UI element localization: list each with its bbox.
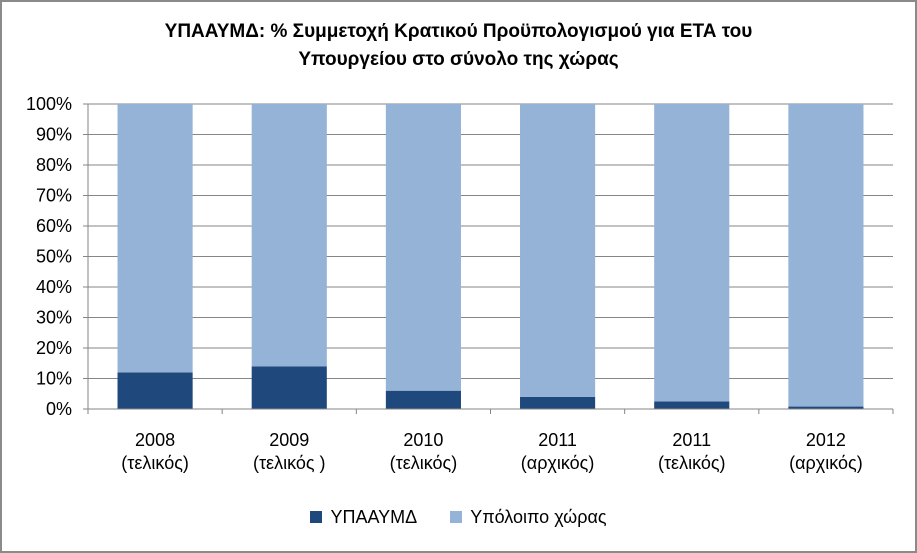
bar-series-1 (520, 104, 596, 397)
legend-swatch-series-0 (310, 511, 323, 524)
x-tick-label: 2011 (672, 430, 711, 450)
bar-series-0 (251, 366, 327, 409)
x-tick-label: (αρχικός) (789, 453, 863, 473)
x-tick-label: 2012 (806, 430, 846, 450)
x-tick-label: 2008 (135, 430, 175, 450)
y-tick-label: 0% (46, 399, 72, 419)
x-tick-label: (τελικός) (658, 453, 726, 473)
y-tick-label: 60% (36, 216, 72, 236)
y-tick-label: 70% (36, 186, 72, 206)
legend-swatch-series-1 (450, 511, 463, 524)
legend-item-series-0: ΥΠΑΑΥΜΔ (310, 507, 417, 528)
bar-series-0 (788, 406, 864, 409)
bar-series-1 (117, 104, 193, 373)
bar-series-0 (117, 372, 193, 409)
chart-title: ΥΠΑΑΥΜΔ: % Συμμετοχή Κρατικού Προϋπολογι… (0, 18, 917, 74)
x-tick-label: 2011 (538, 430, 577, 450)
bar-series-1 (654, 104, 730, 402)
bar-series-1 (385, 104, 461, 391)
legend: ΥΠΑΑΥΜΔ Υπόλοιπο χώρας (0, 507, 917, 528)
chart-title-line-2: Υπουργείου στο σύνολο της χώρας (298, 49, 619, 70)
y-tick-label: 30% (36, 308, 72, 328)
bar-series-1 (251, 104, 327, 367)
y-tick-label: 20% (36, 338, 72, 358)
x-tick-label: (αρχικός) (521, 453, 595, 473)
x-tick-label: 2009 (269, 430, 309, 450)
y-tick-label: 90% (36, 125, 72, 145)
y-tick-label: 40% (36, 277, 72, 297)
x-tick-label: (τελικός) (390, 453, 458, 473)
legend-label-series-1: Υπόλοιπο χώρας (470, 507, 607, 527)
x-tick-label: (τελικός ) (253, 453, 326, 473)
chart-title-line-1: ΥΠΑΑΥΜΔ: % Συμμετοχή Κρατικού Προϋπολογι… (164, 21, 753, 42)
y-tick-label: 100% (26, 94, 72, 114)
bar-series-0 (520, 396, 596, 409)
y-tick-label: 10% (36, 369, 72, 389)
bar-series-0 (385, 390, 461, 409)
x-tick-label: (τελικός) (121, 453, 189, 473)
y-tick-label: 50% (36, 247, 72, 267)
bar-series-1 (788, 104, 864, 407)
legend-item-series-1: Υπόλοιπο χώρας (450, 507, 607, 528)
y-tick-label: 80% (36, 155, 72, 175)
legend-label-series-0: ΥΠΑΑΥΜΔ (330, 507, 418, 527)
bar-series-0 (654, 401, 730, 409)
x-tick-label: 2010 (403, 430, 443, 450)
